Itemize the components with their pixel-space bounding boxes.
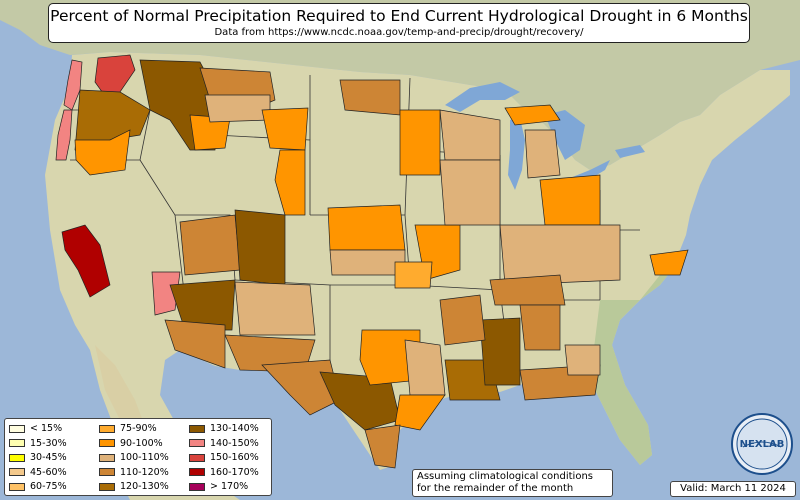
legend-item: 120-130%	[99, 481, 169, 492]
legend-swatch	[99, 453, 115, 462]
legend-item: 90-100%	[99, 438, 163, 449]
legend-item: 160-170%	[189, 467, 259, 478]
region-alabama	[519, 304, 561, 351]
legend-label: > 170%	[210, 481, 249, 492]
legend-label: 75-90%	[120, 423, 157, 434]
region-mississippi	[479, 317, 521, 386]
legend-label: 100-110%	[120, 452, 169, 463]
region-texas-south	[364, 424, 401, 469]
lake-ontario	[615, 145, 645, 158]
region-arizona-south	[164, 319, 226, 369]
legend-label: 90-100%	[120, 437, 163, 449]
legend-label: 130-140%	[210, 423, 259, 434]
assumption-note: Assuming climatological conditions for t…	[412, 469, 613, 497]
legend-item: 110-120%	[99, 467, 169, 478]
legend-swatch	[9, 424, 25, 433]
region-indiana-ohio	[539, 174, 601, 226]
legend-label: 110-120%	[120, 466, 169, 478]
legend-label: 120-130%	[120, 481, 169, 492]
title-box: Percent of Normal Precipitation Required…	[48, 3, 750, 43]
legend-swatch	[189, 439, 205, 447]
region-north-dakota	[204, 94, 271, 123]
legend-swatch	[189, 424, 205, 433]
region-texas-coast	[394, 394, 446, 431]
region-carolina-piedmont	[564, 344, 601, 376]
legend: < 15% 15-30% 30-45% 45-60% 60-75% 75-90% 90-10…	[4, 418, 272, 496]
legend-label: 150-160%	[210, 452, 259, 463]
region-nebraska	[329, 249, 406, 276]
valid-date: Valid: March 11 2024	[670, 481, 796, 497]
region-wyoming	[274, 149, 306, 216]
region-kentucky-tennessee	[499, 224, 621, 286]
lake-superior	[445, 82, 520, 112]
map-subtitle: Data from https://www.ncdc.noaa.gov/temp…	[214, 27, 584, 38]
legend-item: 45-60%	[9, 467, 67, 478]
legend-label: 15-30%	[30, 437, 67, 449]
legend-swatch	[9, 453, 25, 462]
legend-swatch	[99, 424, 115, 433]
legend-item: < 15%	[9, 423, 62, 434]
legend-label: 30-45%	[30, 452, 67, 463]
region-new-mexico	[234, 281, 316, 336]
region-california-central	[61, 224, 111, 298]
region-minnesota	[339, 79, 401, 116]
region-michigan-lower	[524, 129, 561, 179]
region-colorado-west	[234, 209, 286, 286]
legend-label: 140-150%	[210, 437, 259, 449]
region-virginia-coast	[649, 249, 689, 276]
region-kansas	[327, 204, 406, 251]
region-oklahoma	[394, 261, 433, 289]
legend-label: 60-75%	[30, 481, 67, 492]
legend-swatch	[9, 439, 25, 447]
legend-swatch	[99, 482, 115, 491]
region-oregon-southwest	[74, 129, 131, 176]
region-utah-south	[179, 214, 241, 276]
legend-label: < 15%	[30, 423, 63, 434]
legend-item: 130-140%	[189, 423, 259, 434]
region-arizona-north	[169, 279, 236, 331]
note-line-1: Assuming climatological conditions	[417, 471, 593, 482]
region-tennessee-west	[489, 274, 566, 306]
legend-swatch	[189, 468, 205, 476]
region-arkansas	[439, 294, 486, 346]
legend-item: 140-150%	[189, 438, 259, 449]
legend-item: 75-90%	[99, 423, 157, 434]
southeast-green	[590, 265, 676, 465]
legend-item: 30-45%	[9, 452, 67, 463]
legend-swatch	[9, 482, 25, 491]
drought-regions	[55, 54, 689, 469]
legend-item: 100-110%	[99, 452, 169, 463]
region-texas-east	[404, 339, 446, 396]
legend-item: > 170%	[189, 481, 248, 492]
region-illinois	[439, 159, 501, 226]
region-michigan-upper	[504, 104, 561, 126]
region-nevada-south	[151, 271, 181, 316]
legend-swatch	[99, 439, 115, 447]
lake-huron	[545, 110, 585, 160]
note-line-2: for the remainder of the month	[417, 483, 574, 494]
legend-swatch	[189, 453, 205, 462]
region-iowa	[399, 109, 441, 176]
lake-erie	[565, 160, 610, 182]
legend-item: 150-160%	[189, 452, 259, 463]
legend-swatch	[9, 468, 25, 476]
legend-label: 160-170%	[210, 466, 259, 478]
legend-swatch	[189, 482, 205, 491]
lake-michigan	[508, 118, 525, 190]
region-south-dakota	[261, 107, 309, 151]
nexlab-logo: NEXLAB	[731, 413, 793, 475]
logo-text: NEXLAB	[740, 439, 785, 450]
legend-item: 15-30%	[9, 438, 67, 449]
region-oregon-coast	[55, 109, 73, 161]
legend-label: 45-60%	[30, 466, 67, 478]
legend-item: 60-75%	[9, 481, 67, 492]
map-title: Percent of Normal Precipitation Required…	[50, 7, 748, 25]
legend-swatch	[99, 468, 115, 476]
